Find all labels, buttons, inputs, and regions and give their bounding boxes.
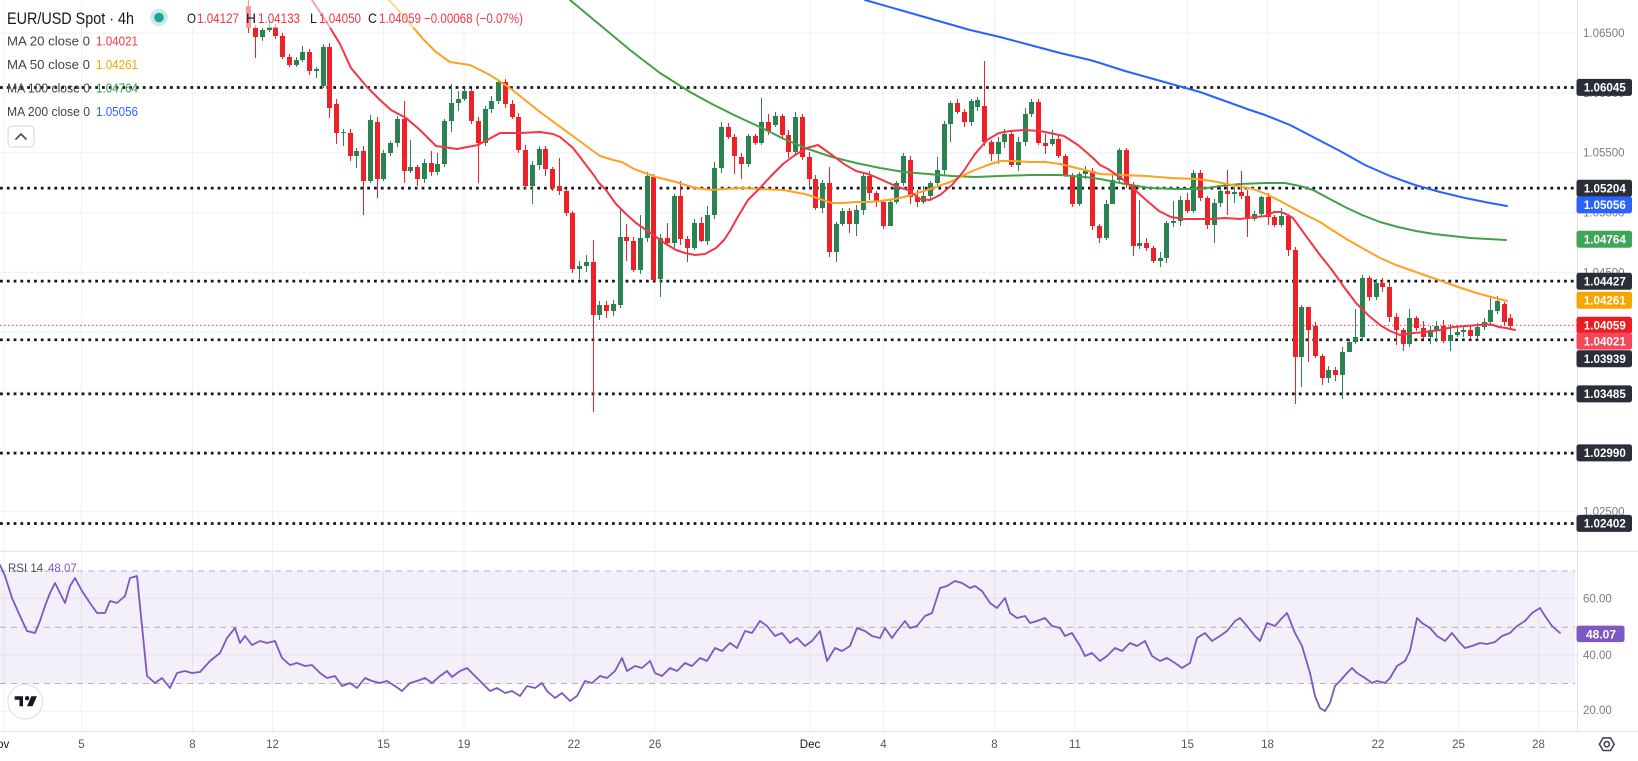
svg-text:18: 18	[1261, 739, 1274, 751]
svg-text:H: H	[246, 10, 256, 26]
svg-text:C: C	[368, 10, 377, 26]
svg-text:MA 200 close 0: MA 200 close 0	[7, 105, 90, 119]
svg-text:60.00: 60.00	[1583, 594, 1612, 606]
svg-text:26: 26	[649, 739, 662, 751]
svg-text:EUR/USD Spot · 4h: EUR/USD Spot · 4h	[7, 9, 134, 28]
svg-text:48.07: 48.07	[48, 563, 77, 575]
svg-text:22: 22	[1372, 739, 1385, 751]
svg-text:4: 4	[880, 739, 887, 751]
svg-text:L: L	[310, 10, 317, 26]
svg-text:1.05204: 1.05204	[1584, 182, 1626, 196]
svg-text:1.04133: 1.04133	[258, 10, 300, 26]
svg-text:O: O	[187, 10, 196, 26]
svg-text:19: 19	[458, 739, 471, 751]
svg-text:1.04050: 1.04050	[319, 10, 361, 26]
svg-text:1.05056: 1.05056	[96, 105, 138, 119]
svg-text:1.06045: 1.06045	[1584, 81, 1626, 95]
svg-text:1.04127: 1.04127	[197, 10, 239, 26]
svg-text:20.00: 20.00	[1583, 705, 1612, 717]
svg-text:22: 22	[568, 739, 581, 751]
svg-text:1.04059: 1.04059	[1584, 319, 1626, 333]
svg-text:MA 20 close 0: MA 20 close 0	[7, 35, 90, 49]
svg-text:1.04764: 1.04764	[1584, 233, 1626, 247]
svg-text:15: 15	[377, 739, 390, 751]
svg-text:15: 15	[1181, 739, 1194, 751]
svg-text:−0.00068 (−0.07%): −0.00068 (−0.07%)	[424, 10, 523, 26]
svg-text:8: 8	[189, 739, 195, 751]
svg-text:28: 28	[1532, 739, 1545, 751]
svg-text:Nov: Nov	[0, 739, 9, 751]
svg-text:1.04764: 1.04764	[96, 82, 138, 96]
svg-text:RSI 14: RSI 14	[8, 563, 44, 575]
svg-text:MA 50 close 0: MA 50 close 0	[7, 58, 90, 72]
svg-text:8: 8	[991, 739, 997, 751]
svg-text:MA 100 close 0: MA 100 close 0	[7, 82, 90, 96]
svg-text:1.03485: 1.03485	[1584, 387, 1626, 401]
svg-text:5: 5	[78, 739, 84, 751]
svg-text:1.04021: 1.04021	[1584, 334, 1626, 348]
svg-text:1.04261: 1.04261	[1584, 294, 1626, 308]
svg-text:11: 11	[1069, 739, 1081, 751]
svg-text:1.02402: 1.02402	[1584, 517, 1626, 531]
svg-text:25: 25	[1452, 739, 1465, 751]
svg-text:1.04261: 1.04261	[96, 58, 138, 72]
svg-text:1.05056: 1.05056	[1584, 198, 1626, 212]
svg-text:1.02990: 1.02990	[1584, 446, 1626, 460]
svg-text:1.05500: 1.05500	[1583, 148, 1625, 160]
svg-text:1.06500: 1.06500	[1583, 28, 1625, 40]
svg-text:12: 12	[266, 739, 279, 751]
svg-text:1.03939: 1.03939	[1584, 352, 1626, 366]
svg-text:1.04059: 1.04059	[379, 10, 421, 26]
svg-text:Dec: Dec	[800, 739, 821, 751]
svg-text:40.00: 40.00	[1583, 650, 1612, 662]
svg-text:48.07: 48.07	[1586, 627, 1616, 641]
svg-text:1.04021: 1.04021	[96, 35, 138, 49]
svg-text:1.04427: 1.04427	[1584, 275, 1626, 289]
